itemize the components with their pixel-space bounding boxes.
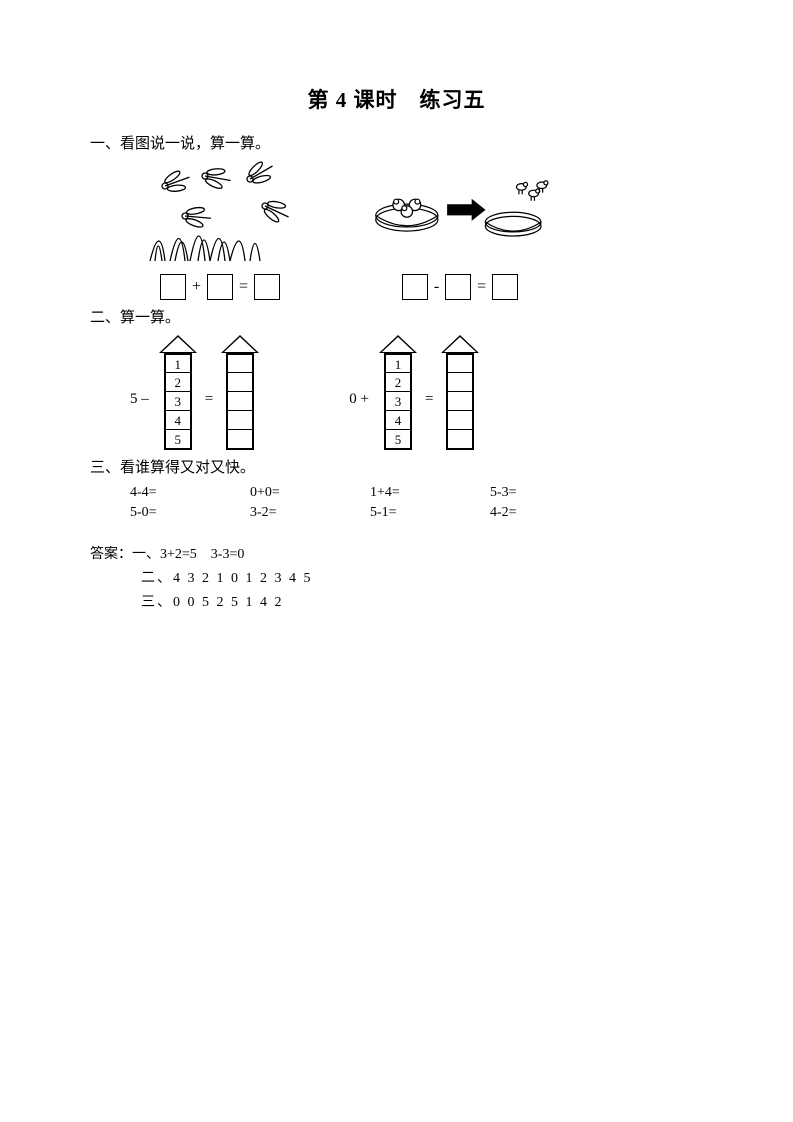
tower-cell: 1 <box>386 353 410 372</box>
q3-item: 0+0= <box>250 485 370 501</box>
tower-blank[interactable] <box>448 391 472 410</box>
answer-tower <box>441 335 479 450</box>
answer-tower <box>221 335 259 450</box>
tower-blank[interactable] <box>448 429 472 448</box>
tower-blank[interactable] <box>228 429 252 448</box>
q1-left: + = <box>130 161 310 300</box>
answer-line-1: 答案：一、3+2=5 3-3=0 <box>90 543 703 563</box>
q1-right-equation: - = <box>402 274 518 300</box>
equals-sign: = <box>239 278 248 296</box>
equals-sign: = <box>205 377 213 408</box>
tower-blank[interactable] <box>228 410 252 429</box>
answers: 答案：一、3+2=5 3-3=0 二、4 3 2 1 0 1 2 3 4 5 三… <box>90 543 703 611</box>
answer-box[interactable] <box>160 274 186 300</box>
minus-sign: - <box>434 278 439 296</box>
roof-icon <box>379 335 417 353</box>
q1-row: + = <box>130 161 703 300</box>
tower-cell: 5 <box>166 429 190 448</box>
number-tower: 1 2 3 4 5 <box>379 335 417 450</box>
equals-sign: = <box>477 278 486 296</box>
tower-cell: 3 <box>166 391 190 410</box>
answer-line-2: 二、4 3 2 1 0 1 2 3 4 5 <box>141 567 703 587</box>
plus-sign: + <box>192 278 201 296</box>
roof-icon <box>159 335 197 353</box>
answer-box[interactable] <box>492 274 518 300</box>
q2-heading: 二、算一算。 <box>90 306 703 327</box>
tower-cell: 5 <box>386 429 410 448</box>
answer-box[interactable] <box>402 274 428 300</box>
roof-icon <box>441 335 479 353</box>
q2-row: 5 – 1 2 3 4 5 = 0 + <box>130 335 703 450</box>
q3-item: 4-2= <box>490 505 610 521</box>
q3-item: 1+4= <box>370 485 490 501</box>
equals-sign: = <box>425 377 433 408</box>
roof-icon <box>221 335 259 353</box>
tower-cell: 1 <box>166 353 190 372</box>
q2-left-lead: 5 – <box>130 377 149 408</box>
tower-cell: 2 <box>386 372 410 391</box>
tower-blank[interactable] <box>228 353 252 372</box>
tower-cell: 2 <box>166 372 190 391</box>
q2-left: 5 – 1 2 3 4 5 = <box>130 335 259 450</box>
q1-left-equation: + = <box>160 274 280 300</box>
q1-heading: 一、看图说一说，算一算。 <box>90 132 703 153</box>
answer-box[interactable] <box>445 274 471 300</box>
tower-blank[interactable] <box>448 353 472 372</box>
dragonfly-drawing <box>130 161 310 266</box>
ducks-drawing <box>370 161 550 266</box>
tower-blank[interactable] <box>448 410 472 429</box>
q3-item: 5-3= <box>490 485 610 501</box>
page-title: 第 4 课时 练习五 <box>90 84 703 114</box>
q2-right-lead: 0 + <box>349 377 369 408</box>
q3-item: 3-2= <box>250 505 370 521</box>
answer-line-3: 三、0 0 5 2 5 1 4 2 <box>141 591 703 611</box>
q3-item: 5-1= <box>370 505 490 521</box>
q3-item: 4-4= <box>130 485 250 501</box>
q3-grid: 4-4= 0+0= 1+4= 5-3= 5-0= 3-2= 5-1= 4-2= <box>130 485 703 521</box>
number-tower: 1 2 3 4 5 <box>159 335 197 450</box>
tower-cell: 3 <box>386 391 410 410</box>
tower-blank[interactable] <box>228 391 252 410</box>
q3-heading: 三、看谁算得又对又快。 <box>90 456 703 477</box>
tower-blank[interactable] <box>448 372 472 391</box>
tower-cell: 4 <box>166 410 190 429</box>
tower-blank[interactable] <box>228 372 252 391</box>
answer-box[interactable] <box>207 274 233 300</box>
q3-item: 5-0= <box>130 505 250 521</box>
tower-cell: 4 <box>386 410 410 429</box>
q1-right: - = <box>370 161 550 300</box>
answer-box[interactable] <box>254 274 280 300</box>
q2-right: 0 + 1 2 3 4 5 = <box>349 335 479 450</box>
